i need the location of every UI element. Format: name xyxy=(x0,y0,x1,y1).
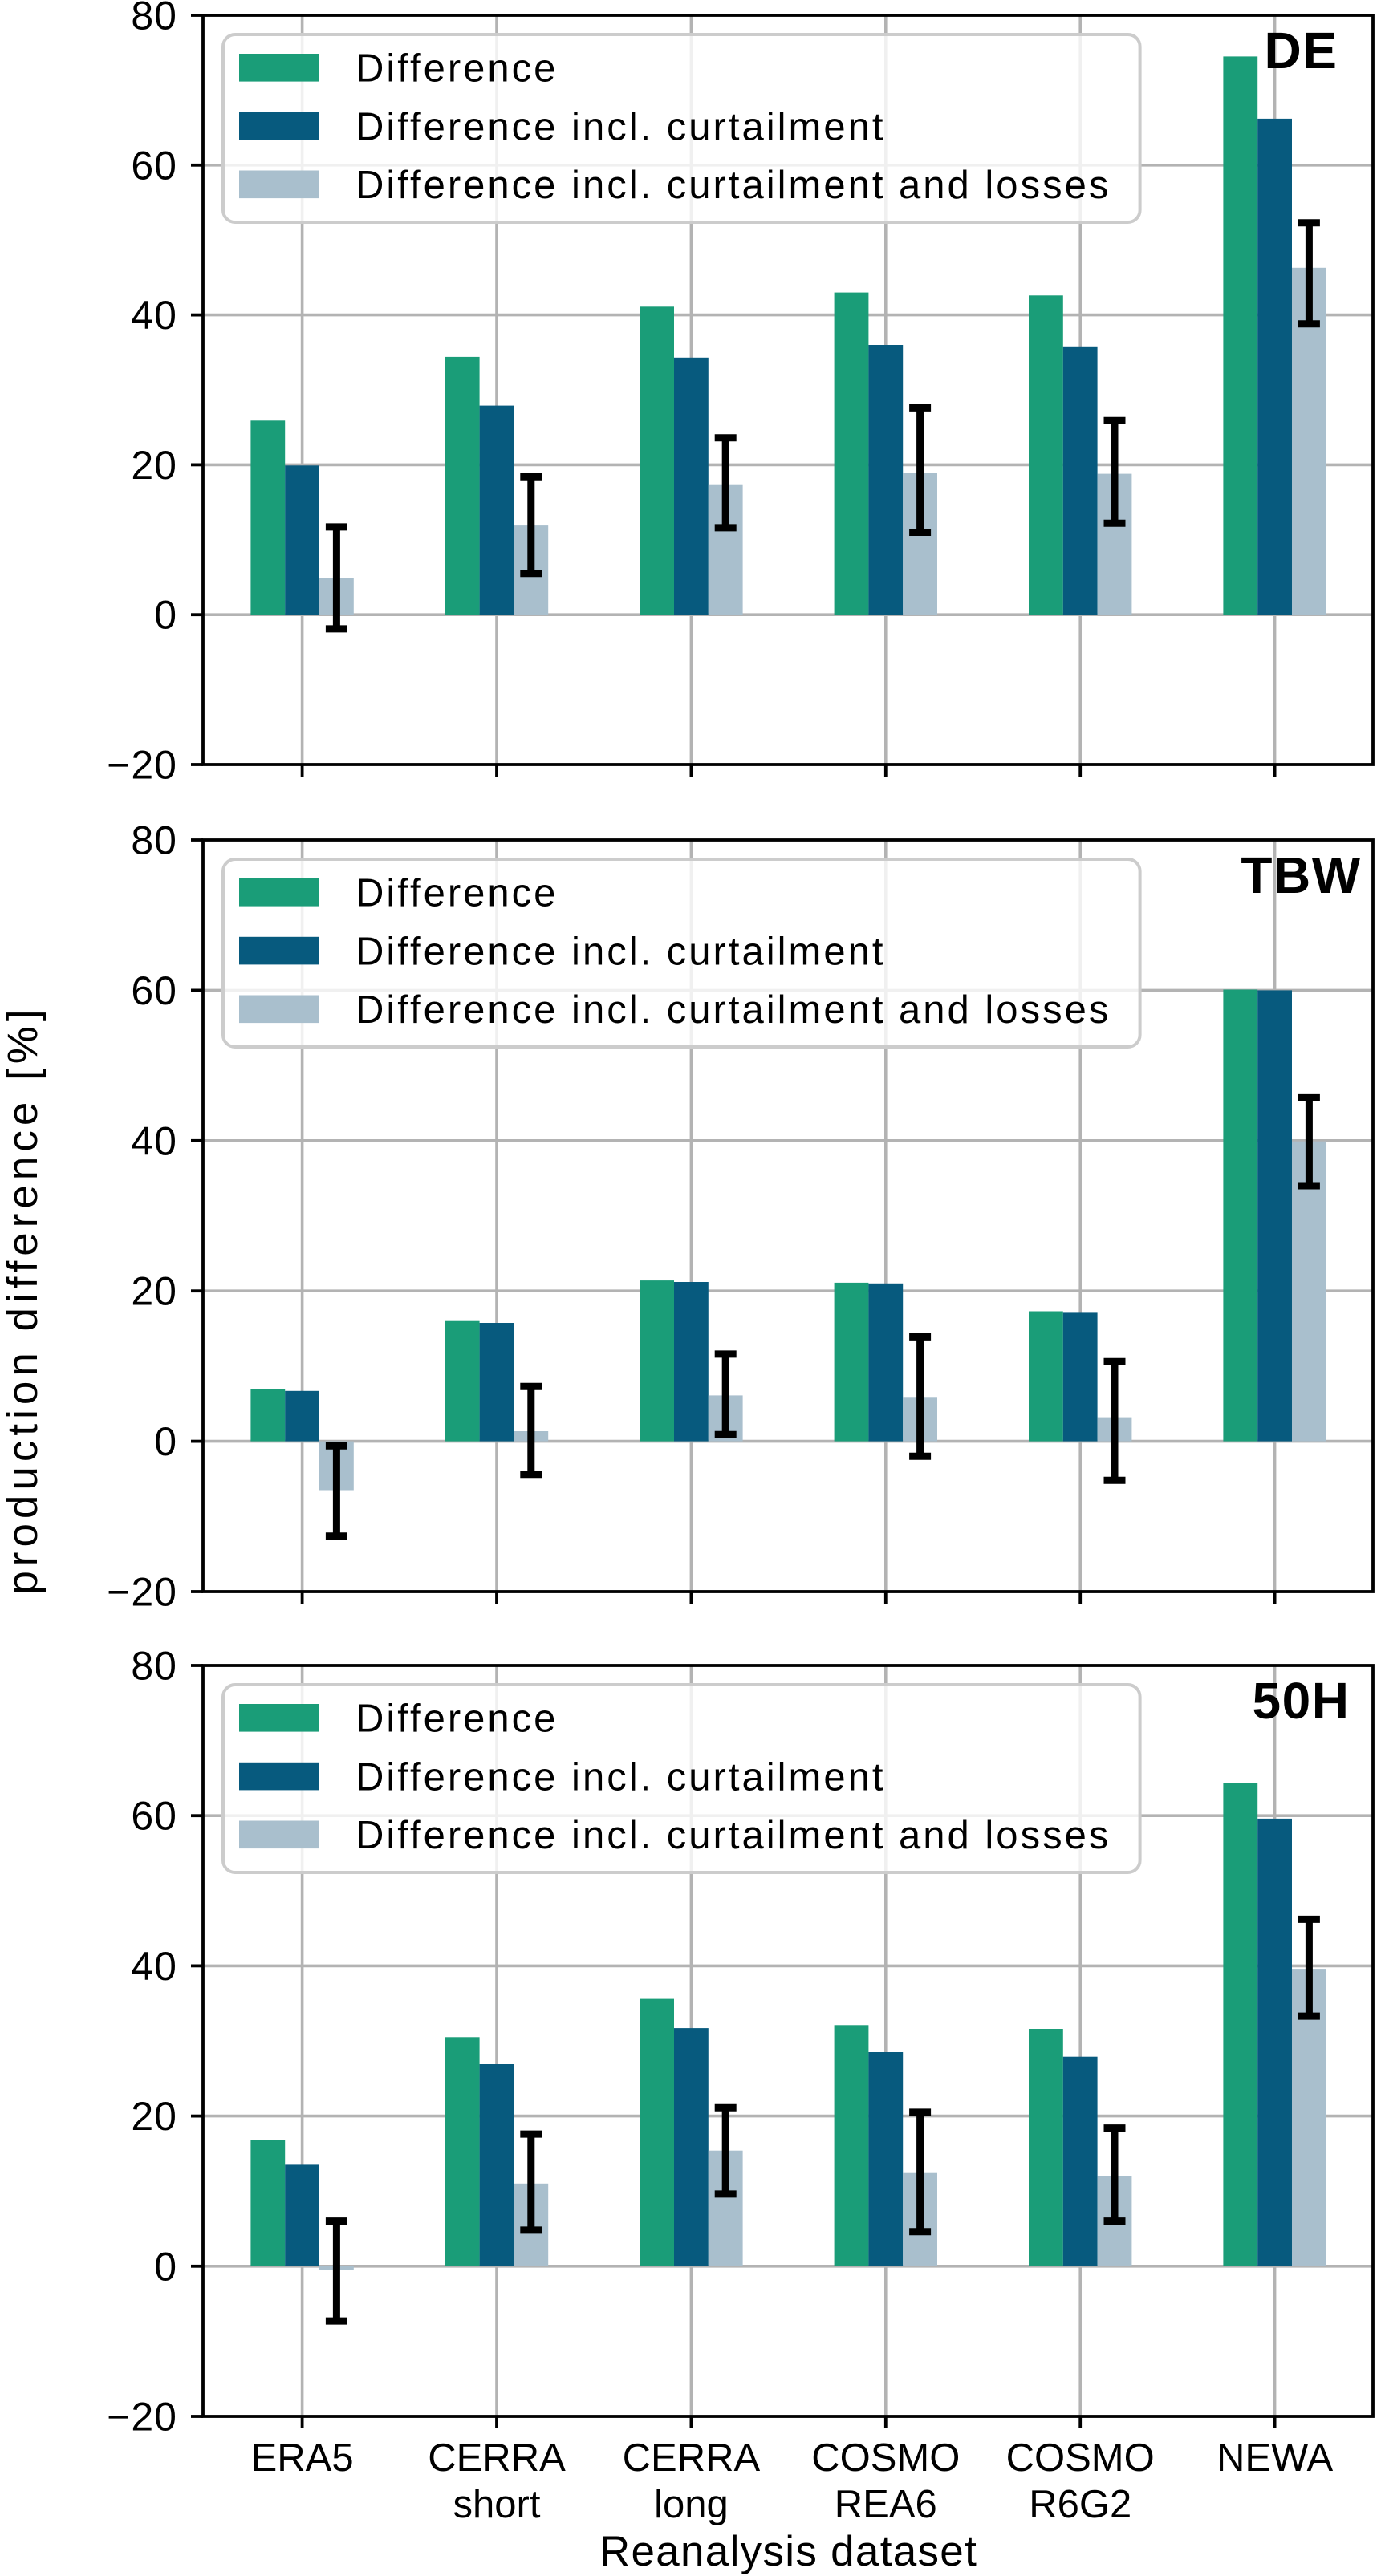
svg-text:ERA5: ERA5 xyxy=(251,2436,354,2480)
svg-text:40: 40 xyxy=(131,1944,177,1989)
svg-text:Difference incl. curtailment a: Difference incl. curtailment and losses xyxy=(355,164,1111,207)
svg-text:TBW: TBW xyxy=(1241,846,1361,904)
svg-text:0: 0 xyxy=(154,593,177,638)
svg-text:Difference incl. curtailment: Difference incl. curtailment xyxy=(355,930,885,973)
svg-text:50H: 50H xyxy=(1253,1672,1351,1730)
svg-text:−20: −20 xyxy=(107,1570,177,1615)
svg-text:Difference: Difference xyxy=(355,1698,558,1741)
svg-text:CERRA: CERRA xyxy=(623,2436,761,2480)
svg-text:Difference incl. curtailment a: Difference incl. curtailment and losses xyxy=(355,1814,1111,1857)
svg-text:NEWA: NEWA xyxy=(1217,2436,1333,2480)
svg-text:long: long xyxy=(654,2483,729,2526)
svg-text:0: 0 xyxy=(154,1419,177,1464)
svg-text:Difference incl. curtailment: Difference incl. curtailment xyxy=(355,1755,885,1799)
svg-text:Difference: Difference xyxy=(355,47,558,91)
svg-text:−20: −20 xyxy=(107,2395,177,2440)
svg-text:short: short xyxy=(453,2483,541,2526)
svg-text:60: 60 xyxy=(131,143,177,188)
svg-text:R6G2: R6G2 xyxy=(1029,2483,1131,2526)
svg-text:COSMO: COSMO xyxy=(1006,2436,1155,2480)
svg-text:80: 80 xyxy=(131,818,177,863)
svg-text:production difference [%]: production difference [%] xyxy=(0,1004,47,1594)
svg-text:80: 80 xyxy=(131,1644,177,1689)
svg-text:−20: −20 xyxy=(107,743,177,788)
svg-text:0: 0 xyxy=(154,2244,177,2289)
svg-text:80: 80 xyxy=(131,0,177,39)
svg-text:60: 60 xyxy=(131,1794,177,1839)
svg-text:Difference: Difference xyxy=(355,872,558,915)
svg-text:40: 40 xyxy=(131,293,177,338)
svg-text:CERRA: CERRA xyxy=(428,2436,566,2480)
svg-text:Difference incl. curtailment: Difference incl. curtailment xyxy=(355,105,885,148)
svg-text:20: 20 xyxy=(131,2094,177,2139)
svg-text:20: 20 xyxy=(131,443,177,488)
svg-text:REA6: REA6 xyxy=(835,2483,937,2526)
svg-text:40: 40 xyxy=(131,1118,177,1163)
svg-text:20: 20 xyxy=(131,1269,177,1314)
svg-text:Reanalysis dataset: Reanalysis dataset xyxy=(599,2528,977,2575)
svg-text:Difference incl. curtailment a: Difference incl. curtailment and losses xyxy=(355,988,1111,1032)
svg-text:DE: DE xyxy=(1265,22,1338,79)
svg-text:COSMO: COSMO xyxy=(811,2436,960,2480)
svg-text:60: 60 xyxy=(131,968,177,1013)
